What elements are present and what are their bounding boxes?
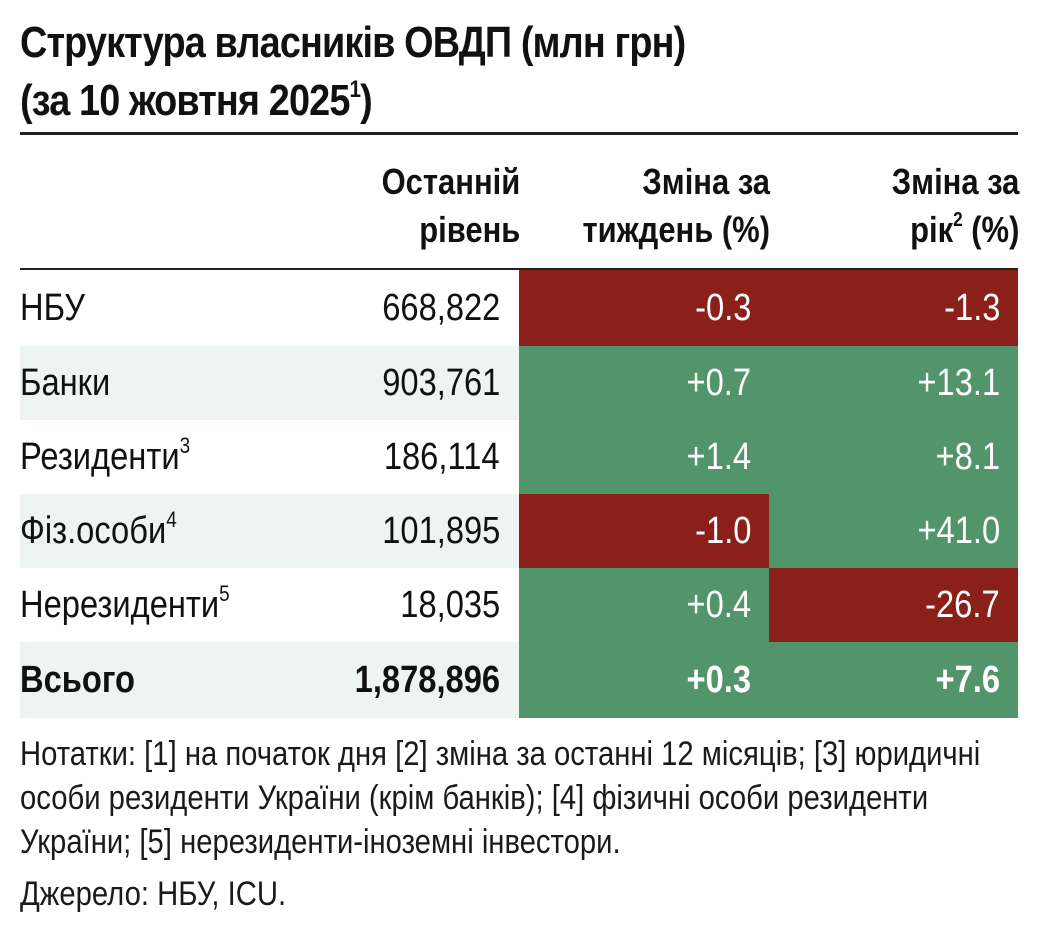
row-label: Фіз.особи4 [20,507,177,553]
yearly-change-value: +13.1 [769,346,1018,420]
yearly-change-value: +8.1 [769,420,1018,494]
row-level-value: 1,878,896 [354,659,500,701]
weekly-change-value: +0.4 [519,568,769,642]
table-row: Нерезиденти5 18,035 +0.4 -26.7 [20,568,1018,642]
row-label: Резиденти3 [20,433,191,479]
table-row: Всього 1,878,896 +0.3 +7.6 [20,642,1018,718]
table-row: НБУ 668,822 -0.3 -1.3 [20,270,1018,346]
footnote-mark: 5 [219,581,230,606]
top-rule [20,132,1018,135]
title-footnote-mark: 1 [349,76,362,103]
footnote-mark: 3 [179,433,191,458]
header-last-level: Останній рівень [381,161,520,250]
row-label: Нерезиденти5 [20,581,230,627]
weekly-change-value: +1.4 [519,420,769,494]
yearly-change-value: -1.3 [769,270,1018,346]
weekly-change-value: +0.3 [519,642,769,718]
row-label: Банки [20,362,111,404]
weekly-change-value: -0.3 [519,270,769,346]
header-footnote-mark: 2 [952,209,963,231]
yearly-change-value: -26.7 [769,568,1018,642]
yearly-change-value: +41.0 [769,494,1018,568]
row-level-value: 186,114 [384,436,500,478]
row-level-value: 903,761 [381,362,500,404]
weekly-change-value: +0.7 [519,346,769,420]
table-row: Фіз.особи4 101,895 -1.0 +41.0 [20,494,1018,568]
table-row: Банки 903,761 +0.7 +13.1 [20,346,1018,420]
title-line-2: (за 10 жовтня 20251) [20,76,373,125]
header-weekly-change: Зміна за тиждень (%) [582,161,770,250]
row-label: Всього [20,659,135,701]
row-label: НБУ [20,287,86,329]
yearly-change-value: +7.6 [769,642,1018,718]
row-level-value: 18,035 [400,584,500,626]
source-note: Джерело: НБУ, ICU. [20,875,287,913]
title-line-1: Структура власників ОВДП (млн грн) [20,18,686,67]
row-level-value: 668,822 [381,287,500,329]
weekly-change-value: -1.0 [519,494,769,568]
header-rule [20,268,1018,270]
footnote-mark: 4 [166,507,177,532]
figure-title: Структура власників ОВДП (млн грн) (за 1… [20,14,880,130]
footnotes: Нотатки: [1] на початок дня [2] зміна за… [20,735,981,861]
header-yearly-change: Зміна за рік2 (%) [891,161,1019,250]
row-level-value: 101,895 [381,510,500,552]
table-row: Резиденти3 186,114 +1.4 +8.1 [20,420,1018,494]
